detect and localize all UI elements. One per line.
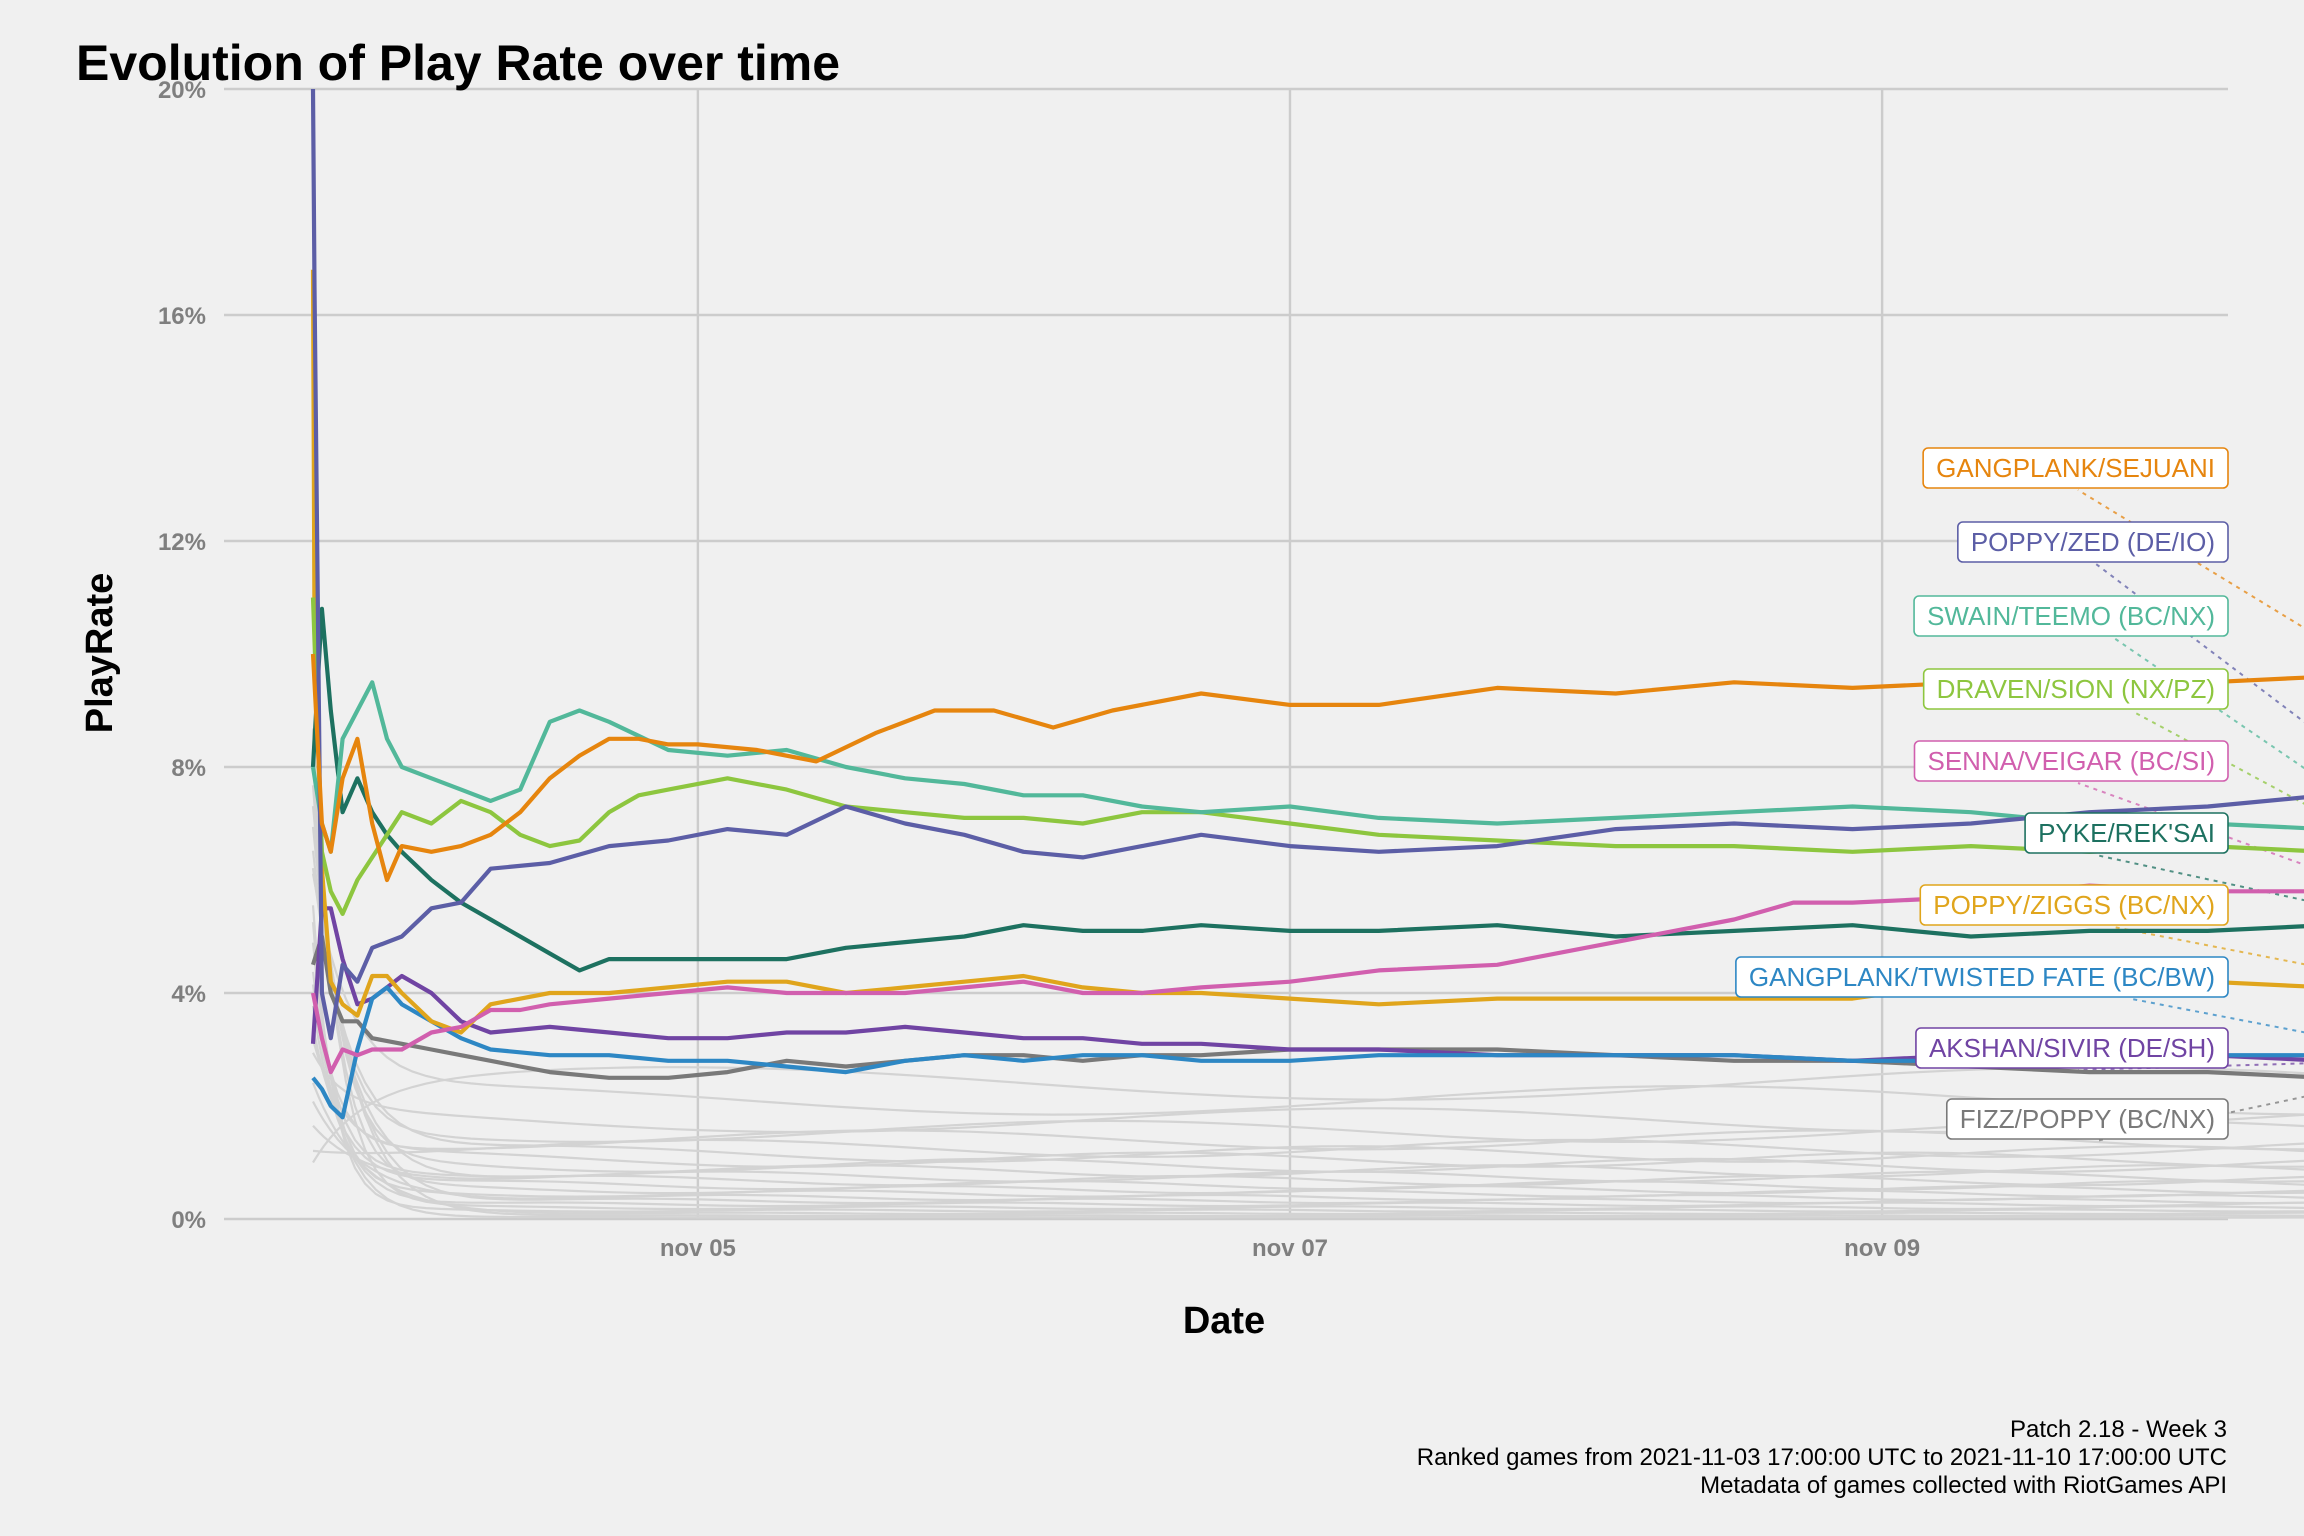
series-label-text: PYKE/REK'SAI (2038, 818, 2215, 848)
series-line (310, 653, 2304, 883)
background-series-line (311, 942, 2304, 1178)
series-label: SENNA/VEIGAR (BC/SI) (1913, 740, 2229, 782)
series-label-box (1922, 447, 2229, 489)
series-line (310, 883, 2304, 1075)
series-line (310, 597, 2304, 917)
background-series-line (311, 971, 2304, 1151)
background-series-line (311, 806, 2304, 1218)
series-label: FIZZ/POPPY (BC/NX) (1945, 1098, 2229, 1140)
series-label-box (1913, 740, 2229, 782)
series-label-text: GANGPLANK/SEJUANI (1936, 453, 2215, 483)
x-tick-label: nov 07 (1252, 1235, 1328, 1262)
y-tick-label: 16% (158, 303, 206, 330)
series-label-text: POPPY/ZED (DE/IO) (1971, 527, 2215, 557)
y-tick-label: 12% (158, 529, 206, 556)
chart-title: Evolution of Play Rate over time (76, 35, 840, 91)
series-label-box (2024, 812, 2229, 854)
background-series (311, 728, 2304, 1219)
y-tick-label: 0% (171, 1207, 206, 1234)
series-label-box (1735, 956, 2229, 998)
y-tick-label: 20% (158, 77, 206, 104)
series-label: AKSHAN/SIVIR (DE/SH) (1915, 1027, 2229, 1069)
series-label-text: SWAIN/TEEMO (BC/NX) (1927, 601, 2215, 631)
background-series-line (312, 1065, 2304, 1164)
series-label: POPPY/ZIGGS (BC/NX) (1919, 884, 2229, 926)
series-label-text: GANGPLANK/TWISTED FATE (BC/BW) (1749, 962, 2215, 992)
x-axis-title: Date (1183, 1300, 1265, 1342)
series-line (311, 985, 2304, 1120)
series-label-text: DRAVEN/SION (NX/PZ) (1937, 674, 2215, 704)
series-line (310, 680, 2304, 854)
series-label: SWAIN/TEEMO (BC/NX) (1913, 595, 2229, 637)
caption-line: Patch 2.18 - Week 3 (2010, 1416, 2227, 1443)
background-series-line (311, 760, 2304, 1173)
series-label: POPPY/ZED (DE/IO) (1957, 521, 2229, 563)
background-series-line (311, 984, 2304, 1219)
y-tick-label: 4% (171, 981, 206, 1008)
background-series-line (311, 1082, 2304, 1216)
series-label-box (1945, 1098, 2229, 1140)
series-labels: GANGPLANK/SEJUANI POPPY/ZED (DE/IO) SWAIN/… (1735, 447, 2229, 1140)
series-label-text: SENNA/VEIGAR (BC/SI) (1928, 746, 2216, 776)
label-connector (2077, 782, 2304, 866)
y-tick-labels: 0% 4% 8% 12% 16% 20% (158, 77, 206, 1234)
series-label: GANGPLANK/TWISTED FATE (BC/BW) (1735, 956, 2229, 998)
series-label-box (1915, 1027, 2229, 1069)
series-label-box (1922, 668, 2229, 710)
caption-line: Ranked games from 2021-11-03 17:00:00 UT… (1417, 1444, 2227, 1471)
series-line (310, 88, 2304, 1041)
label-connector (2095, 854, 2304, 902)
y-axis-title: PlayRate (79, 573, 121, 734)
series-label-box (1957, 521, 2229, 563)
series-label-text: FIZZ/POPPY (BC/NX) (1960, 1104, 2215, 1134)
x-tick-label: nov 05 (660, 1235, 736, 1262)
series-line (310, 606, 2304, 973)
series-label-text: POPPY/ZIGGS (BC/NX) (1933, 890, 2215, 920)
label-connector (2113, 926, 2304, 966)
series-label-text: AKSHAN/SIVIR (DE/SH) (1929, 1033, 2215, 1063)
background-series-line (311, 873, 2304, 1116)
series-label: PYKE/REK'SAI (2024, 812, 2229, 854)
x-tick-label: nov 09 (1844, 1235, 1920, 1262)
highlighted-series (310, 88, 2304, 1120)
series-label-box (1913, 595, 2229, 637)
y-tick-label: 8% (171, 755, 206, 782)
background-series-line (311, 728, 2304, 1211)
series-label-box (1919, 884, 2229, 926)
series-line (310, 934, 2304, 1080)
caption-line: Metadata of games collected with RiotGam… (1700, 1472, 2227, 1499)
series-label: DRAVEN/SION (NX/PZ) (1922, 668, 2229, 710)
background-series-line (311, 867, 2304, 1163)
label-connector (2077, 489, 2304, 629)
background-series-line (311, 785, 2304, 1144)
background-series-line (311, 905, 2304, 1213)
series-label: GANGPLANK/SEJUANI (1922, 447, 2229, 489)
